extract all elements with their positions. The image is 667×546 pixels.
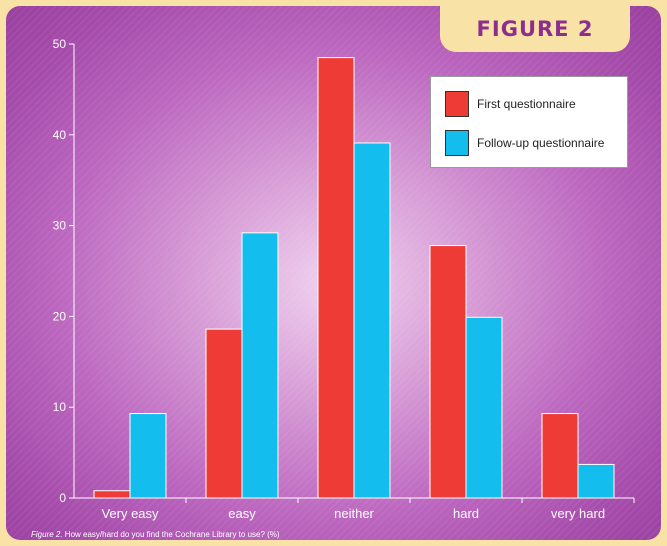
bar-followup xyxy=(353,142,391,499)
legend-item-first: First questionnaire xyxy=(445,91,576,117)
bar-followup xyxy=(465,316,503,499)
legend-label-first: First questionnaire xyxy=(477,97,576,111)
bar-first xyxy=(205,328,243,499)
x-tick-label: very hard xyxy=(551,506,605,521)
legend: First questionnaire Follow-up questionna… xyxy=(430,76,628,168)
figure-label: FIGURE 2 xyxy=(476,17,594,41)
legend-label-followup: Follow-up questionnaire xyxy=(477,136,605,150)
y-tick-label: 50 xyxy=(53,37,67,51)
y-tick-label: 0 xyxy=(59,491,66,505)
legend-item-followup: Follow-up questionnaire xyxy=(445,130,604,156)
x-tick-label: neither xyxy=(334,506,374,521)
legend-swatch-first xyxy=(445,91,469,117)
y-tick-label: 10 xyxy=(53,400,67,414)
bar-followup xyxy=(129,413,167,499)
x-tick-label: easy xyxy=(228,506,256,521)
y-tick-label: 30 xyxy=(53,219,67,233)
caption-text: How easy/hard do you find the Cochrane L… xyxy=(62,530,280,539)
bar-first xyxy=(93,490,131,499)
y-tick-label: 40 xyxy=(53,128,67,142)
figure-caption: Figure 2. How easy/hard do you find the … xyxy=(31,530,280,539)
caption-prefix: Figure 2. xyxy=(31,530,63,539)
bar-followup xyxy=(577,463,615,499)
legend-swatch-followup xyxy=(445,130,469,156)
y-tick-label: 20 xyxy=(53,309,67,323)
bar-first xyxy=(541,413,579,499)
bar-first xyxy=(429,245,467,499)
x-tick-label: Very easy xyxy=(101,506,159,521)
figure-tab: FIGURE 2 xyxy=(440,6,630,52)
bar-followup xyxy=(241,232,279,499)
x-tick-label: hard xyxy=(453,506,479,521)
bar-first xyxy=(317,57,355,499)
